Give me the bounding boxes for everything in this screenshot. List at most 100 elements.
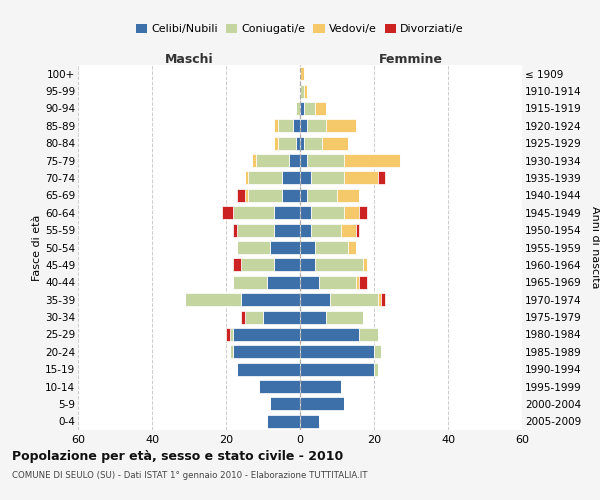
Bar [307, 154, 344, 167]
Bar [289, 154, 300, 167]
Bar [307, 120, 326, 132]
Bar [248, 189, 281, 202]
Bar [348, 241, 355, 254]
Bar [355, 224, 359, 236]
Bar [355, 276, 359, 289]
Bar [237, 224, 274, 236]
Bar [329, 293, 378, 306]
Bar [300, 241, 315, 254]
Bar [230, 328, 233, 341]
Bar [237, 362, 300, 376]
Bar [378, 293, 382, 306]
Bar [378, 172, 385, 184]
Bar [241, 293, 300, 306]
Bar [359, 276, 367, 289]
Bar [226, 328, 230, 341]
Bar [263, 310, 300, 324]
Bar [274, 120, 278, 132]
Bar [319, 276, 355, 289]
Bar [374, 346, 382, 358]
Bar [300, 67, 304, 80]
Bar [271, 398, 300, 410]
Bar [241, 258, 274, 272]
Bar [307, 189, 337, 202]
Bar [252, 154, 256, 167]
Bar [300, 189, 307, 202]
Bar [245, 172, 248, 184]
Bar [266, 276, 300, 289]
Bar [259, 380, 300, 393]
Bar [363, 258, 367, 272]
Text: COMUNE DI SEULO (SU) - Dati ISTAT 1° gennaio 2010 - Elaborazione TUTTITALIA.IT: COMUNE DI SEULO (SU) - Dati ISTAT 1° gen… [12, 472, 367, 480]
Bar [278, 120, 293, 132]
Bar [281, 189, 300, 202]
Bar [185, 293, 241, 306]
Bar [245, 189, 248, 202]
Bar [359, 328, 378, 341]
Bar [300, 84, 304, 98]
Bar [315, 241, 348, 254]
Bar [248, 172, 281, 184]
Bar [233, 346, 300, 358]
Bar [300, 224, 311, 236]
Bar [237, 189, 245, 202]
Bar [300, 136, 304, 149]
Bar [233, 224, 237, 236]
Bar [296, 102, 300, 115]
Bar [300, 362, 374, 376]
Bar [300, 346, 374, 358]
Bar [311, 206, 344, 220]
Bar [300, 398, 344, 410]
Bar [304, 102, 315, 115]
Bar [230, 346, 233, 358]
Bar [326, 120, 355, 132]
Legend: Celibi/Nubili, Coniugati/e, Vedovi/e, Divorziati/e: Celibi/Nubili, Coniugati/e, Vedovi/e, Di… [132, 20, 468, 39]
Bar [237, 241, 271, 254]
Bar [322, 136, 348, 149]
Bar [344, 154, 400, 167]
Bar [326, 310, 363, 324]
Bar [223, 206, 233, 220]
Bar [337, 189, 359, 202]
Bar [300, 380, 341, 393]
Bar [300, 415, 319, 428]
Bar [296, 136, 300, 149]
Y-axis label: Fasce di età: Fasce di età [32, 214, 42, 280]
Bar [344, 172, 378, 184]
Bar [266, 415, 300, 428]
Y-axis label: Anni di nascita: Anni di nascita [590, 206, 600, 289]
Bar [304, 136, 322, 149]
Bar [233, 276, 266, 289]
Bar [300, 328, 359, 341]
Text: Popolazione per età, sesso e stato civile - 2010: Popolazione per età, sesso e stato civil… [12, 450, 343, 463]
Bar [359, 206, 367, 220]
Bar [293, 120, 300, 132]
Bar [300, 276, 319, 289]
Bar [344, 206, 359, 220]
Bar [300, 310, 326, 324]
Bar [233, 258, 241, 272]
Bar [241, 310, 245, 324]
Bar [300, 120, 307, 132]
Bar [233, 206, 274, 220]
Bar [300, 154, 307, 167]
Bar [271, 241, 300, 254]
Bar [274, 224, 300, 236]
Text: Femmine: Femmine [379, 53, 443, 66]
Bar [278, 136, 296, 149]
Bar [300, 206, 311, 220]
Bar [300, 102, 304, 115]
Bar [304, 84, 307, 98]
Bar [311, 172, 344, 184]
Bar [256, 154, 289, 167]
Bar [315, 258, 363, 272]
Bar [245, 310, 263, 324]
Bar [341, 224, 355, 236]
Bar [382, 293, 385, 306]
Bar [274, 206, 300, 220]
Bar [300, 172, 311, 184]
Text: Maschi: Maschi [164, 53, 214, 66]
Bar [374, 362, 378, 376]
Bar [315, 102, 326, 115]
Bar [233, 328, 300, 341]
